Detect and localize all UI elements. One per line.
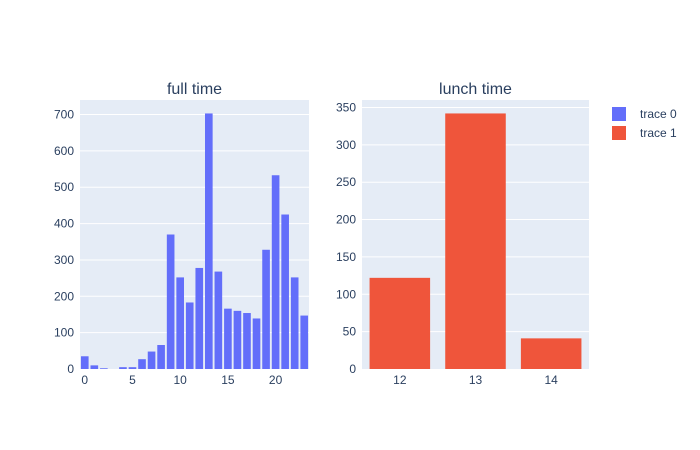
bar[interactable] xyxy=(445,113,506,369)
bar[interactable] xyxy=(243,313,251,369)
y-tick-label: 0 xyxy=(349,362,356,376)
bar[interactable] xyxy=(262,249,270,369)
y-tick-label: 300 xyxy=(336,138,356,152)
bar[interactable] xyxy=(166,234,175,370)
x-tick-label: 5 xyxy=(129,373,136,387)
bar[interactable] xyxy=(119,367,127,369)
subplot-full-time: 0 100 200 300 400 500 600 700 0 5 10 15 20 full time xyxy=(54,81,309,387)
plot-area xyxy=(80,100,309,369)
y-tick-label: 600 xyxy=(54,144,74,158)
y-tick-label: 200 xyxy=(54,289,74,303)
y-tick-label: 250 xyxy=(336,175,356,189)
bar[interactable] xyxy=(290,277,299,369)
bar[interactable] xyxy=(176,277,185,369)
x-tick-label: 20 xyxy=(269,373,283,387)
y-tick-label: 100 xyxy=(336,287,356,301)
y-tick-label: 500 xyxy=(54,180,74,194)
bar[interactable] xyxy=(157,345,165,369)
bar[interactable] xyxy=(80,356,89,369)
x-tick-label: 0 xyxy=(81,373,88,387)
bar[interactable] xyxy=(224,308,232,369)
bar[interactable] xyxy=(252,318,261,369)
subplot-title: lunch time xyxy=(439,81,512,98)
bar[interactable] xyxy=(147,351,156,369)
bar[interactable] xyxy=(520,338,582,369)
x-tick-label: 15 xyxy=(221,373,235,387)
y-tick-label: 100 xyxy=(54,326,74,340)
bar[interactable] xyxy=(100,368,108,369)
y-tick-label: 50 xyxy=(343,325,357,339)
bar[interactable] xyxy=(233,310,242,369)
y-tick-label: 200 xyxy=(336,213,356,227)
legend[interactable]: trace 0 trace 1 xyxy=(612,107,677,140)
y-tick-label: 400 xyxy=(54,217,74,231)
x-tick-label: 10 xyxy=(174,373,188,387)
bar[interactable] xyxy=(204,113,213,369)
y-tick-label: 300 xyxy=(54,253,74,267)
subplot-title: full time xyxy=(167,81,222,98)
legend-item[interactable]: trace 0 xyxy=(612,107,677,121)
legend-swatch xyxy=(612,126,626,140)
y-tick-label: 350 xyxy=(336,100,356,114)
bar[interactable] xyxy=(214,271,223,369)
x-tick-label: 12 xyxy=(393,373,407,387)
x-tick-label: 13 xyxy=(469,373,483,387)
bar[interactable] xyxy=(369,277,431,369)
x-tick-label: 14 xyxy=(544,373,558,387)
legend-label: trace 1 xyxy=(640,126,677,140)
bar[interactable] xyxy=(195,267,204,369)
legend-swatch xyxy=(612,107,626,121)
y-tick-label: 0 xyxy=(67,362,74,376)
bar[interactable] xyxy=(90,365,99,369)
bar[interactable] xyxy=(128,367,137,369)
legend-label: trace 0 xyxy=(640,107,677,121)
y-tick-label: 150 xyxy=(336,250,356,264)
subplot-lunch-time: 0 50 100 150 200 250 300 350 12 13 14 lunch time xyxy=(336,81,589,387)
bar[interactable] xyxy=(300,315,309,369)
y-tick-label: 700 xyxy=(54,108,74,122)
legend-item[interactable]: trace 1 xyxy=(612,126,677,140)
bar[interactable] xyxy=(271,175,280,369)
bar[interactable] xyxy=(138,359,146,369)
bar[interactable] xyxy=(185,302,194,369)
bar[interactable] xyxy=(281,214,289,369)
